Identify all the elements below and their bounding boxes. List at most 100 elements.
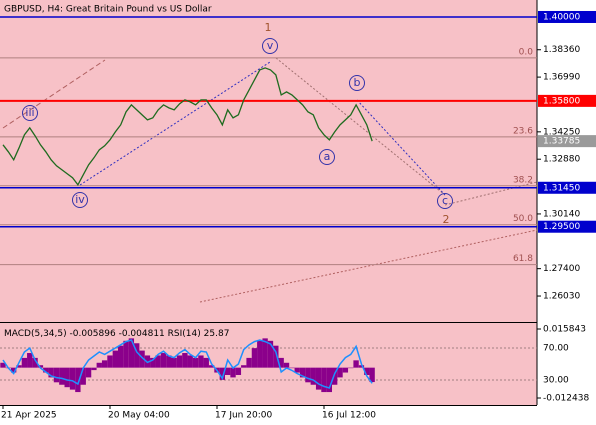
macd-bar bbox=[251, 348, 258, 368]
macd-bar bbox=[187, 355, 193, 368]
macd-bar bbox=[21, 357, 28, 368]
wave-circle bbox=[262, 38, 278, 54]
rsi-line bbox=[2, 339, 373, 389]
level-label: 1.29500 bbox=[543, 222, 580, 232]
macd-bar bbox=[289, 367, 295, 369]
level-label: 1.40000 bbox=[543, 12, 580, 22]
y-tick-label: 1.34250 bbox=[543, 127, 580, 137]
macd-bar bbox=[64, 367, 70, 388]
macd-bar bbox=[139, 350, 145, 368]
y-tick-label: 1.30140 bbox=[543, 209, 580, 219]
macd-bar bbox=[11, 367, 17, 373]
macd-bar bbox=[155, 355, 161, 368]
level-label: 1.31450 bbox=[543, 183, 580, 193]
macd-bar bbox=[262, 338, 268, 368]
y2-tick-label: 70.00 bbox=[543, 344, 569, 354]
wave-label: 2 bbox=[443, 213, 450, 226]
macd-bar bbox=[128, 338, 135, 368]
macd-bar bbox=[160, 353, 167, 368]
macd-bar bbox=[342, 367, 349, 373]
fib-label: 38.2 bbox=[513, 175, 533, 185]
macd-bar bbox=[241, 365, 247, 368]
macd-bar bbox=[198, 355, 204, 368]
macd-bar bbox=[171, 357, 177, 368]
macd-bar bbox=[59, 367, 65, 385]
x-tick-label: 21 Apr 2025 bbox=[1, 411, 57, 421]
y-tick-label: -0.012438 bbox=[543, 394, 589, 404]
level-box bbox=[538, 220, 596, 233]
macd-bar bbox=[364, 367, 370, 375]
indicator-name: MACD(5,34,5) bbox=[4, 329, 67, 339]
macd-bar bbox=[278, 357, 284, 368]
wave-circle bbox=[349, 75, 365, 91]
macd-bar bbox=[53, 367, 60, 383]
macd-bar bbox=[112, 350, 118, 368]
macd-bar bbox=[43, 367, 49, 373]
y-tick-label: 1.26030 bbox=[543, 292, 580, 302]
macd-bar bbox=[192, 357, 199, 368]
macd-bar bbox=[315, 367, 322, 390]
macd-bar bbox=[203, 357, 209, 368]
macd-bar bbox=[353, 360, 359, 368]
wave-circle bbox=[437, 193, 453, 209]
macd-bar bbox=[182, 353, 188, 368]
fib-label: 23.6 bbox=[513, 126, 533, 136]
chart-title: GBPUSD, H4: Great Britain Pound vs US Do… bbox=[4, 5, 212, 15]
y-tick-label: 1.36990 bbox=[543, 73, 580, 83]
y-tick-label: 1.32880 bbox=[543, 155, 580, 165]
level-box bbox=[538, 10, 596, 23]
y-tick-label: 0.015843 bbox=[543, 324, 586, 334]
wave-circle bbox=[22, 105, 38, 121]
x-tick-label: 16 Jul 12:00 bbox=[322, 411, 376, 421]
wave-label: c bbox=[442, 194, 448, 207]
indicator-header: MACD(5,34,5) -0.005896 -0.004811 RSI(14)… bbox=[4, 329, 229, 339]
level-box bbox=[538, 181, 596, 194]
wave-label: v bbox=[267, 39, 274, 52]
macd-bar bbox=[134, 343, 140, 368]
fib-label: 61.8 bbox=[513, 254, 533, 264]
macd-bar bbox=[332, 367, 338, 385]
macd-bar bbox=[80, 367, 86, 385]
level-box bbox=[538, 94, 596, 107]
macd-bar bbox=[208, 365, 215, 368]
macd-bar bbox=[85, 367, 92, 378]
fib-label: 50.0 bbox=[513, 214, 533, 224]
x-tick-label: 20 May 04:00 bbox=[108, 411, 170, 421]
macd-bar bbox=[294, 367, 300, 373]
macd-bar bbox=[257, 340, 263, 368]
wave-label: 1 bbox=[265, 21, 272, 34]
trend-line bbox=[79, 61, 271, 186]
macd-bar bbox=[16, 365, 22, 368]
macd-bar bbox=[310, 367, 316, 385]
macd-bar bbox=[166, 355, 172, 368]
y-tick-label: 1.27400 bbox=[543, 264, 580, 274]
fib-label: 0.0 bbox=[519, 47, 534, 57]
y-tick-label: 1.38360 bbox=[543, 45, 580, 55]
macd-bar bbox=[299, 367, 306, 378]
macd-bar bbox=[283, 362, 290, 368]
wave-label: b bbox=[354, 76, 361, 89]
current-price-box bbox=[538, 135, 596, 148]
macd-bar bbox=[37, 365, 44, 368]
level-label: 1.35800 bbox=[543, 96, 580, 106]
wave-label: a bbox=[324, 150, 331, 163]
wave-circle bbox=[72, 192, 88, 208]
macd-bar bbox=[230, 367, 236, 378]
macd-bar bbox=[0, 362, 6, 368]
trend-lines bbox=[2, 57, 538, 303]
macd-bar bbox=[27, 353, 33, 368]
x-tick-label: 17 Jun 20:00 bbox=[215, 411, 272, 421]
macd-bar bbox=[321, 367, 327, 393]
wave-label: iii bbox=[25, 106, 34, 119]
macd-bar bbox=[369, 367, 375, 383]
macd-bar bbox=[235, 367, 242, 375]
macd-bar bbox=[96, 362, 102, 368]
macd-bar bbox=[107, 355, 113, 368]
macd-bar bbox=[337, 367, 343, 378]
trend-line bbox=[356, 99, 446, 196]
macd-bar bbox=[225, 367, 231, 375]
indicator-readout: -0.004811 bbox=[119, 329, 165, 339]
macd-bar bbox=[326, 367, 332, 393]
macd-bar bbox=[358, 365, 365, 368]
